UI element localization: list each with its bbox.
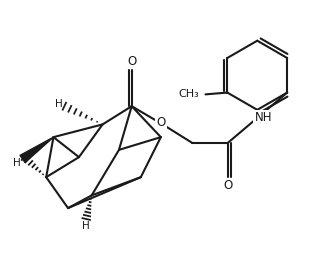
- Text: H: H: [55, 99, 63, 109]
- Text: H: H: [13, 158, 21, 168]
- Text: NH: NH: [254, 111, 272, 124]
- Text: O: O: [224, 179, 233, 192]
- Text: O: O: [127, 55, 136, 68]
- Text: H: H: [82, 221, 90, 231]
- Polygon shape: [20, 137, 53, 163]
- Text: O: O: [156, 116, 165, 129]
- Text: CH₃: CH₃: [178, 89, 199, 99]
